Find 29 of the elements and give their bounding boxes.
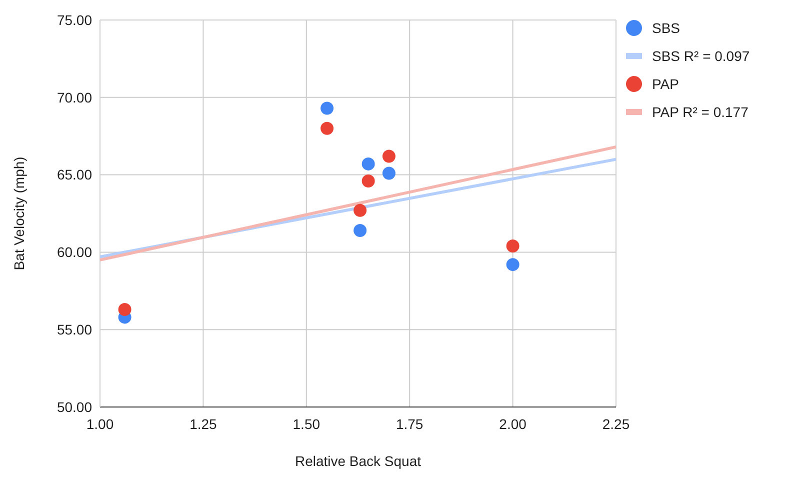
y-axis-title: Bat Velocity (mph) (11, 156, 27, 270)
y-tick-label: 50.00 (56, 398, 92, 415)
point (354, 204, 367, 217)
legend-label: PAP (652, 76, 679, 92)
y-tick-label: 75.00 (56, 12, 92, 28)
point (506, 258, 520, 272)
x-tick-label: 1.00 (86, 416, 114, 432)
point (118, 302, 132, 316)
x-tick-label: 1.75 (396, 416, 424, 432)
legend-label: PAP R² = 0.177 (652, 104, 749, 120)
point (382, 166, 396, 180)
point (320, 122, 334, 135)
y-tick-label: 55.00 (56, 322, 92, 338)
y-tick-label: 65.00 (56, 166, 92, 183)
point (354, 224, 367, 238)
point (506, 240, 520, 253)
legend-label: SBS (652, 20, 680, 36)
y-tick-label: 70.00 (56, 89, 92, 106)
legend-label: SBS R² = 0.097 (652, 48, 750, 64)
x-tick-label: 2.25 (602, 416, 630, 432)
point (362, 157, 375, 170)
y-tick-label: 60.00 (56, 244, 92, 260)
x-tick-label: 1.50 (292, 416, 320, 432)
point (362, 174, 375, 188)
x-axis-title: Relative Back Squat (294, 453, 422, 469)
point (382, 150, 396, 163)
x-tick-label: 1.25 (190, 416, 218, 432)
x-tick-label: 2.00 (499, 416, 527, 432)
point (320, 102, 334, 115)
